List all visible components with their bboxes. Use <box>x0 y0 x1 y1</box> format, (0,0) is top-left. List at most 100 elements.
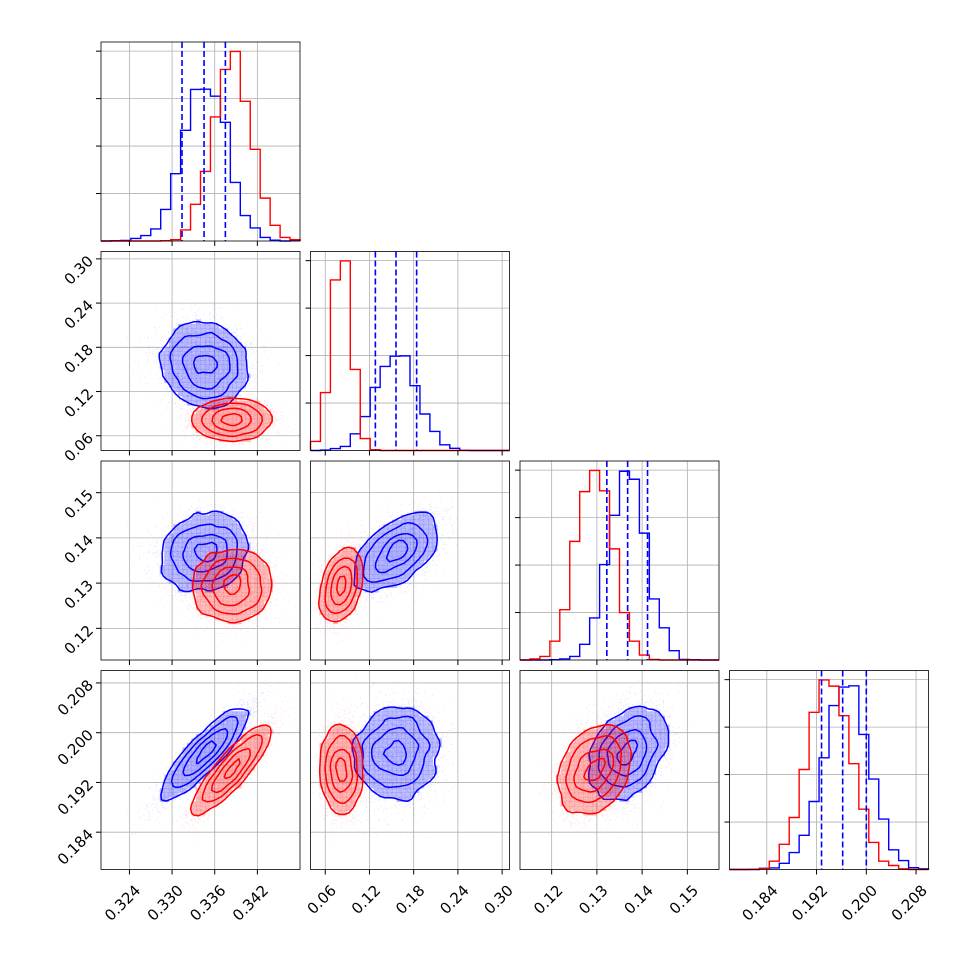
density-cell <box>218 765 224 771</box>
density-cell <box>227 346 233 352</box>
density-cell <box>182 774 188 780</box>
density-cell <box>254 742 260 748</box>
density-cell <box>218 565 224 570</box>
density-cell <box>373 720 379 726</box>
density-cell <box>624 760 629 766</box>
density-cell <box>396 569 402 575</box>
density-cell <box>410 711 415 717</box>
density-cell <box>592 779 598 784</box>
density-cell <box>236 537 242 543</box>
density-cell <box>177 774 183 780</box>
density-cell <box>254 423 260 429</box>
density-cell <box>387 565 393 570</box>
density-cell <box>200 551 206 557</box>
density-cell <box>391 729 397 735</box>
density-cell <box>342 770 347 775</box>
density-cell <box>205 578 210 584</box>
density-cell <box>414 724 420 730</box>
density-cell <box>355 583 361 588</box>
density-cell <box>400 729 406 735</box>
density-cell <box>218 583 224 588</box>
density-cell <box>346 596 352 602</box>
density-cell <box>400 751 406 757</box>
density-cell <box>405 756 411 762</box>
density-cell <box>414 760 420 766</box>
density-cell <box>186 765 192 771</box>
density-cell <box>263 578 269 584</box>
density-cell <box>419 546 424 552</box>
x-tick-label: 0.15 <box>666 882 702 918</box>
density-cell <box>263 733 269 739</box>
density-cell <box>633 720 638 726</box>
density-cell <box>259 405 265 411</box>
density-cell <box>578 779 584 784</box>
density-cell <box>205 323 210 329</box>
density-cell <box>342 751 347 757</box>
density-cell <box>223 369 228 374</box>
density-cell <box>364 756 370 762</box>
density-cell <box>410 783 415 789</box>
density-cell <box>351 605 357 611</box>
density-cell <box>619 756 625 762</box>
density-cell <box>605 729 611 735</box>
density-cell <box>324 783 329 789</box>
density-cell <box>619 715 625 721</box>
density-cell <box>578 747 584 753</box>
density-cell <box>342 605 347 611</box>
density-cell <box>218 779 224 784</box>
density-cell <box>186 578 192 584</box>
density-cell <box>205 551 210 557</box>
density-cell <box>414 560 420 566</box>
contour-series-1 <box>222 573 242 596</box>
density-cell <box>664 742 670 748</box>
density-cell <box>610 774 616 780</box>
contour-series-0 <box>158 320 250 410</box>
density-cell <box>382 551 388 557</box>
density-cell <box>378 715 384 721</box>
density-cell <box>610 742 616 748</box>
density-cell <box>587 751 593 757</box>
density-cell <box>173 382 179 388</box>
panel-frame <box>729 670 929 870</box>
density-cell <box>387 560 393 566</box>
density-cell <box>164 551 170 557</box>
density-cell <box>387 792 393 798</box>
density-cell <box>254 432 260 438</box>
density-cell <box>245 414 251 420</box>
density-cell <box>164 346 170 352</box>
density-cell <box>360 733 366 739</box>
density-cell <box>209 382 215 388</box>
density-cell <box>382 565 388 570</box>
density-cell <box>319 596 325 602</box>
density-cell <box>227 560 233 566</box>
density-cell <box>227 733 233 739</box>
density-cell <box>205 369 210 374</box>
density-cell <box>642 756 647 762</box>
density-cell <box>214 414 219 420</box>
density-cell <box>628 733 634 739</box>
density-cell <box>400 747 406 753</box>
density-cell <box>382 760 388 766</box>
density-cell <box>186 387 192 393</box>
contour-series-0 <box>182 727 229 777</box>
density-cell <box>205 409 210 415</box>
density-cell <box>209 391 215 397</box>
density-cell <box>200 364 206 370</box>
density-cell <box>583 733 589 739</box>
contour-series-1 <box>220 412 243 427</box>
density-cell <box>605 747 611 753</box>
density-cell <box>655 747 661 753</box>
density-cell <box>574 792 580 798</box>
density-cell <box>405 738 411 744</box>
density-cell <box>378 729 384 735</box>
density-cell <box>592 765 598 771</box>
density-cell <box>396 756 402 762</box>
density-cell <box>324 578 329 584</box>
density-cell <box>410 742 415 748</box>
density-cell <box>232 432 237 438</box>
density-cell <box>173 760 179 766</box>
y-tick-label: 0.184 <box>54 825 97 868</box>
density-cell <box>423 528 429 534</box>
density-cell <box>250 560 256 566</box>
density-cell <box>624 751 629 757</box>
